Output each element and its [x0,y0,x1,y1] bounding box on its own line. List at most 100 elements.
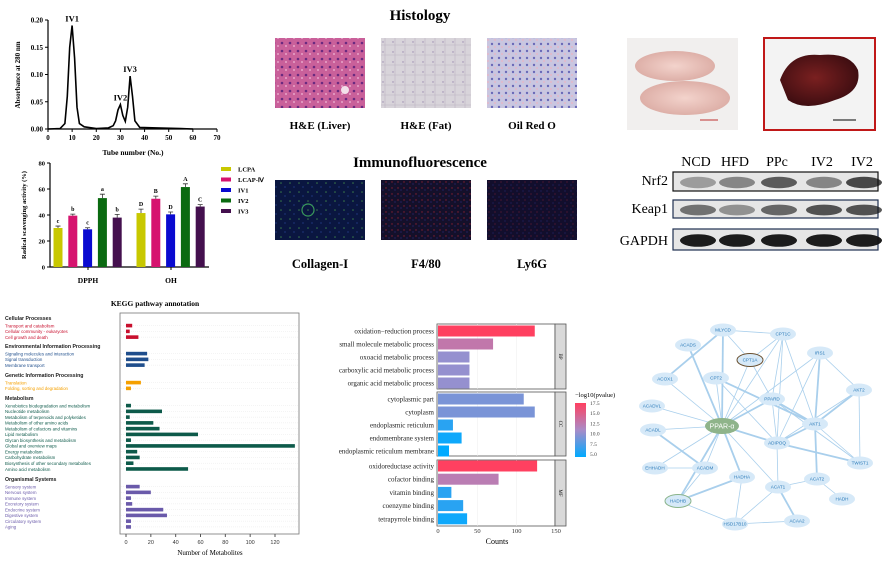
bar [126,467,189,471]
peak-label: IV2 [114,92,128,102]
x-tick-label: 100 [512,528,522,535]
x-tick-label: 150 [551,528,561,535]
node-label: HADHB [670,499,686,504]
significance-letter: b [116,207,120,213]
peak-label: IV3 [123,64,137,74]
node-label: PPAR-α [710,424,735,431]
pathway-label: Membrane transport [5,363,45,368]
bar [136,213,146,267]
kegg-chart: KEGG pathway annotation Cellular Processe… [5,299,300,557]
lane-label: IV2 [811,155,833,170]
bar [151,198,161,267]
network-node[interactable] [770,327,796,341]
network-node[interactable] [764,436,790,450]
legend-swatch [221,209,231,213]
y-tick-label: 20 [39,239,46,246]
significance-letter: A [183,177,188,183]
category-label: DPPH [78,276,99,285]
network-node[interactable] [784,514,810,528]
network-node[interactable] [847,456,873,470]
legend-swatch [221,188,231,192]
network-edge [776,333,784,444]
y-axis-label: Absorbance at 280 nm [14,41,22,108]
x-tick-label: 0 [124,540,127,546]
term-label: oxidoreductase activity [369,463,435,471]
node-label: ACADL [645,428,661,433]
legend-swatch [221,177,231,182]
f480-micrograph [381,180,471,240]
network-edge [721,425,779,488]
network-node[interactable] [807,346,833,360]
bar [126,357,149,362]
network-node[interactable] [652,372,678,386]
bar [438,445,450,457]
group-header: Genetic Information Processing [5,373,83,379]
node-label: CPT2 [710,376,722,381]
bar [126,415,130,419]
node-label: CPT1A [743,358,759,363]
term-label: vitamin binding [389,489,434,497]
network-node[interactable] [703,371,729,385]
pathway-label: Metabolism of other amino acids [5,421,69,426]
network-node[interactable] [829,492,855,506]
significance-letter: B [154,189,158,195]
network-node[interactable] [710,323,736,337]
pathway-label: Carbohydrate metabolism [5,455,56,460]
x-tick-label: 70 [214,134,222,142]
network-node[interactable] [736,353,764,367]
bar [126,507,164,512]
network-node[interactable] [846,383,872,397]
pathway-label: Biosynthesis of other secondary metaboli… [5,461,92,466]
bar [438,393,524,405]
histology-section: Histology H&E (Liver) H&E (Fat) Oil Red O [275,8,577,132]
network-node[interactable] [692,461,718,475]
bar [83,229,93,267]
legend-label: IV3 [238,209,249,216]
immunofluorescence-title: Immunofluorescence [353,155,487,171]
pathway-label: Immune system [5,496,36,501]
y-tick-label: 0.05 [31,98,44,106]
network-edge [776,442,861,464]
network-node[interactable] [765,480,791,494]
histology-title: Histology [390,8,451,24]
legend-tick-label: 12.5 [590,421,600,427]
lane-label: NCD [681,155,711,170]
histology-label: H&E (Fat) [400,120,451,132]
legend-tick-label: 17.5 [590,401,600,407]
bar [126,421,154,425]
term-label: oxidation−reduction process [354,328,434,336]
significance-letter: b [71,207,75,213]
protein-band [719,204,755,216]
facet-strip [554,459,567,527]
bar [195,206,205,267]
network-node[interactable] [705,418,739,434]
network-node[interactable] [664,494,692,508]
bar [126,525,131,529]
network-node[interactable] [802,417,828,431]
histology-label: H&E (Liver) [290,120,351,132]
network-node[interactable] [722,517,748,531]
network-node[interactable] [804,472,830,486]
error-bar [168,211,174,215]
liver-lobe [780,54,859,106]
network-node[interactable] [640,423,666,437]
network-node[interactable] [675,338,701,352]
bar [53,228,63,267]
legend-tick-label: 15.0 [590,411,600,417]
x-tick-label: 60 [197,540,203,546]
bar [438,473,499,485]
immunofluorescence-section: Immunofluorescence Collagen-I F4/80 Ly6G [275,155,577,271]
network-node[interactable] [642,461,668,475]
bar [438,364,470,376]
bar [438,486,452,498]
pathway-label: Endocrine system [5,507,40,512]
pathway-label: Metabolism of terpenoids and polyketides [5,415,87,420]
pathway-label: Metabolism of cofactors and vitamins [5,426,78,431]
x-tick-label: 60 [189,134,197,142]
network-edge [734,486,779,525]
network-node[interactable] [729,470,755,484]
network-node[interactable] [639,399,665,413]
bar [126,335,139,339]
node-label: AKT2 [853,388,865,393]
network-node[interactable] [759,392,785,406]
